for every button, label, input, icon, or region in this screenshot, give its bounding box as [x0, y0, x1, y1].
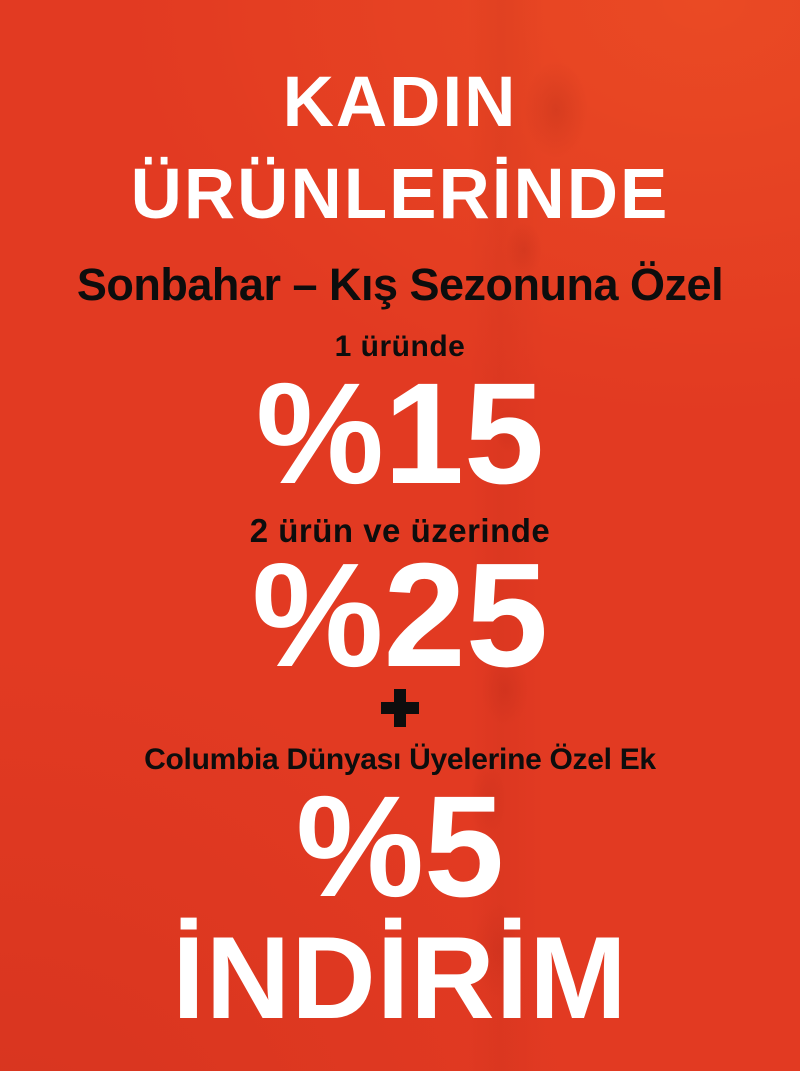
- plus-symbol-text: +: [381, 689, 382, 690]
- discount-word: İNDİRİM: [172, 912, 628, 1043]
- offer2-condition: 2 ürün ve üzerinde: [249, 512, 551, 549]
- campaign-title-line2: ÜRÜNLERİNDE: [130, 155, 670, 234]
- plus-icon: +: [381, 689, 419, 727]
- membership-extra-discount-value: %5: [295, 766, 505, 927]
- campaign-title-line1: KADIN: [282, 63, 518, 142]
- membership-note: Columbia Dünyası Üyelerine Özel Ek: [144, 743, 656, 776]
- campaign-subtitle: Sonbahar – Kış Sezonuna Özel: [76, 259, 724, 310]
- offer1-condition: 1 üründe: [334, 330, 466, 363]
- offer1-discount-value: %15: [255, 353, 545, 514]
- offer2-discount-value: %25: [251, 533, 549, 698]
